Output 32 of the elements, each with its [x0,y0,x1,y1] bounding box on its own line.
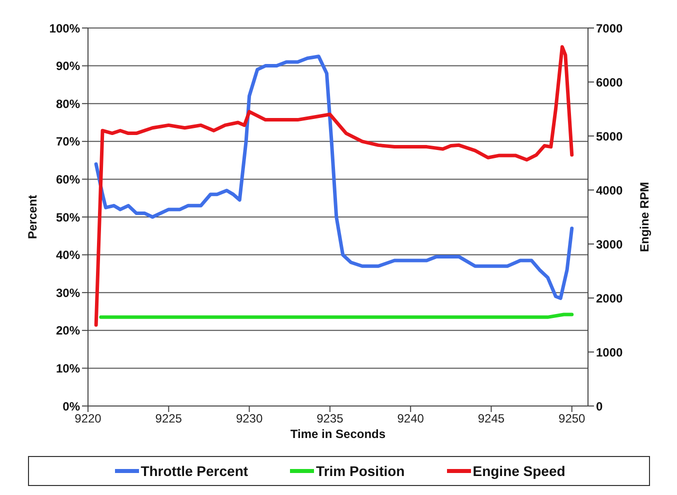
x-tick-label: 9230 [236,412,263,426]
y-axis-title: Percent [25,194,40,240]
y-tick-label: 0% [62,399,80,414]
y2-axis-title: Engine RPM [637,182,652,252]
x-tick-label: 9240 [397,412,424,426]
y2-tick-label: 0 [596,399,603,414]
y-tick-label: 70% [56,134,80,149]
y2-tick-label: 7000 [596,21,624,36]
y2-tick-label: 2000 [596,291,624,306]
y-tick-label: 80% [56,96,80,111]
legend-label: Trim Position [316,463,405,479]
y2-tick-label: 5000 [596,129,624,144]
y2-tick-label: 6000 [596,75,624,90]
y-tick-label: 60% [56,172,80,186]
x-axis-title: Time in Seconds [290,427,386,441]
x-tick-label: 9235 [316,412,344,426]
y-tick-label: 90% [56,59,80,74]
y2-tick-label: 1000 [596,345,624,360]
x-tick-label: 9250 [558,412,586,426]
legend-label: Engine Speed [472,463,566,479]
y-tick-label: 100% [49,21,80,36]
legend-label: Throttle Percent [140,463,248,479]
x-tick-label: 9220 [74,412,102,426]
x-tick-label: 9245 [478,412,505,426]
x-tick-label: 9225 [155,412,182,426]
y-tick-label: 30% [56,286,80,300]
y-tick-label: 40% [56,248,80,262]
y-tick-label: 10% [56,361,80,376]
y-tick-label: 20% [56,324,80,338]
y-tick-label: 50% [56,210,80,224]
y2-tick-label: 4000 [596,183,624,198]
y2-tick-label: 3000 [596,237,624,252]
